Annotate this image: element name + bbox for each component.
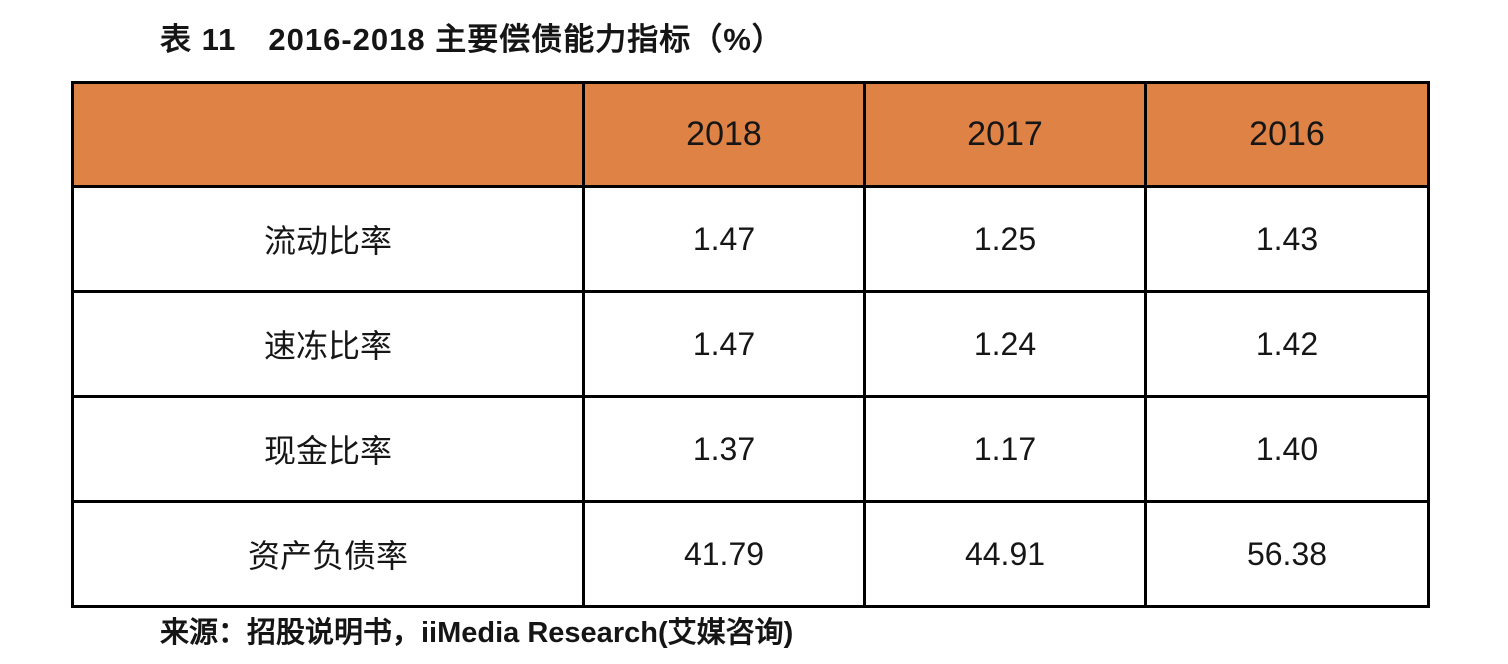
header-cell-2018: 2018 bbox=[582, 81, 866, 188]
cell-value: 1.47 bbox=[582, 290, 866, 398]
cell-value: 44.91 bbox=[863, 500, 1147, 608]
header-cell-empty bbox=[71, 81, 585, 188]
cell-value: 41.79 bbox=[582, 500, 866, 608]
cell-value: 1.25 bbox=[863, 185, 1147, 293]
cell-value: 1.47 bbox=[582, 185, 866, 293]
cell-value: 1.17 bbox=[863, 395, 1147, 503]
cell-value: 56.38 bbox=[1144, 500, 1430, 608]
row-label: 资产负债率 bbox=[71, 500, 585, 608]
cell-value: 1.40 bbox=[1144, 395, 1430, 503]
table-row-current-ratio: 流动比率 1.47 1.25 1.43 bbox=[71, 185, 1430, 293]
cell-value: 1.42 bbox=[1144, 290, 1430, 398]
table-header-row: 2018 2017 2016 bbox=[71, 81, 1430, 188]
table-row-quick-ratio: 速冻比率 1.47 1.24 1.42 bbox=[71, 290, 1430, 398]
row-label: 速冻比率 bbox=[71, 290, 585, 398]
table-title: 表 11 2016-2018 主要偿债能力指标（%） bbox=[160, 22, 784, 57]
source-note: 来源：招股说明书，iiMedia Research(艾媒咨询) bbox=[160, 617, 794, 649]
table-row-cash-ratio: 现金比率 1.37 1.17 1.40 bbox=[71, 395, 1430, 503]
row-label: 流动比率 bbox=[71, 185, 585, 293]
header-cell-2017: 2017 bbox=[863, 81, 1147, 188]
cell-value: 1.43 bbox=[1144, 185, 1430, 293]
solvency-indicators-table: 2018 2017 2016 流动比率 1.47 1.25 1.43 速冻比率 … bbox=[71, 81, 1430, 608]
row-label: 现金比率 bbox=[71, 395, 585, 503]
table-row-debt-asset-ratio: 资产负债率 41.79 44.91 56.38 bbox=[71, 500, 1430, 608]
header-cell-2016: 2016 bbox=[1144, 81, 1430, 188]
cell-value: 1.24 bbox=[863, 290, 1147, 398]
cell-value: 1.37 bbox=[582, 395, 866, 503]
